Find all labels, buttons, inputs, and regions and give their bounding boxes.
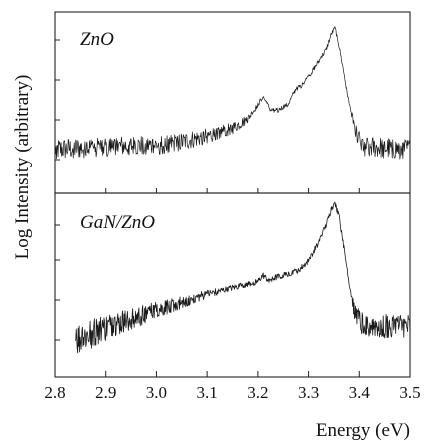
x-tick-label: 3.2: [247, 383, 268, 402]
spectrum-line: [74, 201, 411, 354]
panel-gan-zno-frame: [54, 192, 411, 378]
panel-gan-zno-spectrum: [74, 201, 411, 354]
panel-gan-zno: GaN/ZnO: [54, 192, 411, 378]
x-axis-title: Energy (eV): [316, 420, 410, 441]
x-tick-label: 2.9: [95, 383, 116, 402]
x-tick-label: 3.4: [349, 383, 371, 402]
data-point: [409, 149, 410, 150]
x-tick-label: 3.3: [298, 383, 319, 402]
x-tick-label: 2.8: [44, 383, 65, 402]
data-point: [359, 320, 360, 321]
x-tick-label: 3.0: [146, 383, 167, 402]
panel-gan-zno-y-ticks: [55, 224, 60, 341]
panel-zno-y-ticks: [55, 39, 60, 161]
spectrum-line: [54, 26, 411, 160]
y-axis-title: Log Intensity (arbitrary): [12, 75, 33, 260]
x-tick-label: 3.1: [197, 383, 218, 402]
panel-zno-spectrum: [54, 26, 411, 160]
x-axis: 2.8 2.9 3.0 3.1 3.2 3.3 3.4 3.5: [44, 188, 421, 402]
panel-gan-zno-label: GaN/ZnO: [80, 212, 155, 233]
panel-zno-label: ZnO: [80, 29, 114, 50]
x-tick-label: 3.5: [399, 383, 420, 402]
